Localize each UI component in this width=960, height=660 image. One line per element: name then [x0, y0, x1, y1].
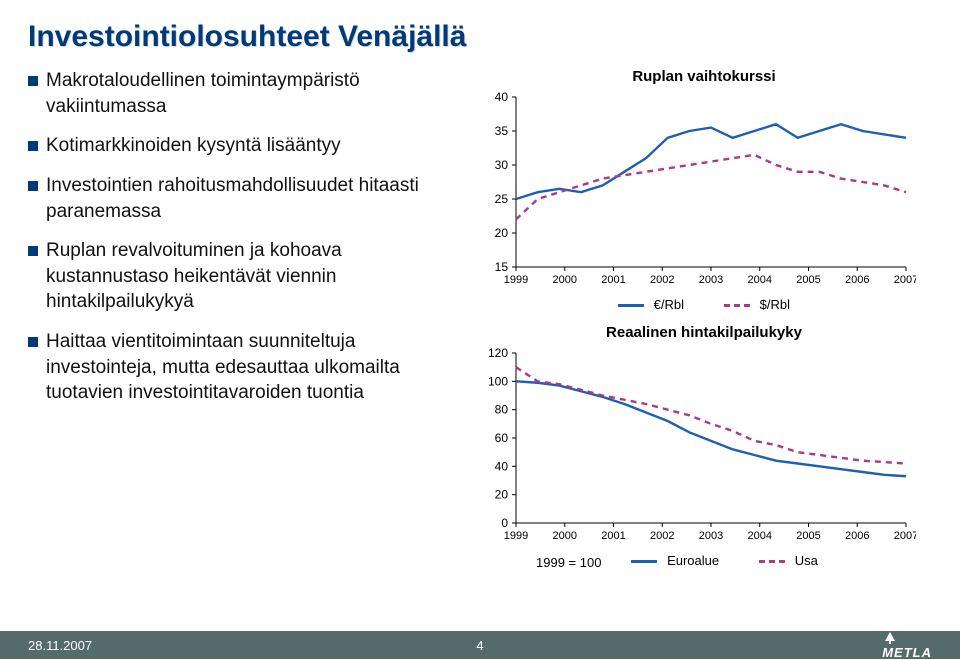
svg-text:2003: 2003	[699, 530, 723, 542]
legend-label-eur: €/Rbl	[654, 297, 684, 312]
chart2-footnote: 1999 = 100	[536, 555, 601, 570]
chart2-wrap: Reaalinen hintakilpailukyky 0 20 40 60 80 100…	[476, 324, 932, 545]
legend-item-euroalue: Euroalue	[631, 553, 719, 568]
svg-text:2005: 2005	[796, 274, 820, 286]
svg-text:25: 25	[495, 192, 509, 206]
svg-text:2000: 2000	[553, 274, 577, 286]
chart1: 15 20 25 30 35 40 1999 2000 2001 2002 2003 2004 2005…	[476, 89, 916, 289]
legend-swatch-usd	[724, 304, 750, 307]
svg-text:20: 20	[495, 488, 509, 502]
page-title: Investointiolosuhteet Venäjällä	[28, 20, 932, 54]
footer-logo-text: METLA	[882, 645, 932, 660]
legend-item-usd: $/Rbl	[724, 297, 790, 312]
chart1-wrap: Ruplan vaihtokurssi 15 20 25 30 35 40 1999 2000…	[476, 68, 932, 289]
svg-text:80: 80	[495, 403, 509, 417]
bullet-item: Makrotaloudellinen toimintaympäristö vak…	[28, 68, 458, 119]
svg-text:2007: 2007	[894, 274, 916, 286]
svg-text:2002: 2002	[650, 274, 674, 286]
legend-label-usd: $/Rbl	[760, 297, 790, 312]
svg-text:2004: 2004	[748, 530, 772, 542]
svg-text:35: 35	[495, 124, 509, 138]
svg-text:30: 30	[495, 158, 509, 172]
svg-text:2004: 2004	[748, 274, 772, 286]
svg-text:2001: 2001	[601, 274, 625, 286]
footer-page-number: 4	[476, 638, 483, 653]
legend-swatch-eur	[618, 304, 644, 307]
chart-column: Ruplan vaihtokurssi 15202530354019992000…	[476, 68, 932, 570]
svg-text:2007: 2007	[894, 530, 916, 542]
svg-text:2002: 2002	[650, 530, 674, 542]
legend-item-usa: Usa	[759, 553, 818, 568]
chart1-title: Ruplan vaihtokurssi	[476, 68, 932, 85]
chart2-foot-row: 1999 = 100 Euroalue Usa	[476, 551, 932, 570]
svg-text:15: 15	[495, 260, 509, 274]
tree-icon	[882, 631, 898, 645]
bullet-list: Makrotaloudellinen toimintaympäristö vak…	[28, 68, 458, 406]
svg-text:2000: 2000	[553, 530, 577, 542]
svg-text:2006: 2006	[845, 530, 869, 542]
legend-label-usa: Usa	[795, 553, 818, 568]
slide: Investointiolosuhteet Venäjällä Makrotal…	[0, 0, 960, 659]
footer-date: 28.11.2007	[28, 638, 92, 653]
chart2: 0 20 40 60 80 100 120 1999 2000 2001 2002 2003 2004 2…	[476, 345, 916, 545]
svg-text:2005: 2005	[796, 530, 820, 542]
chart1-legend: €/Rbl $/Rbl	[476, 297, 932, 312]
bullet-item: Kotimarkkinoiden kysyntä lisääntyy	[28, 133, 458, 159]
svg-text:40: 40	[495, 459, 509, 473]
bullet-item: Ruplan revalvoituminen ja kohoava kustan…	[28, 238, 458, 315]
svg-text:40: 40	[495, 90, 509, 104]
legend-swatch-usa	[759, 560, 785, 563]
footer-logo: METLA	[882, 631, 932, 660]
content-row: Makrotaloudellinen toimintaympäristö vak…	[28, 68, 932, 570]
svg-text:2006: 2006	[845, 274, 869, 286]
svg-text:20: 20	[495, 226, 509, 240]
svg-text:120: 120	[488, 346, 508, 360]
svg-text:1999: 1999	[504, 530, 528, 542]
bullet-item: Haittaa vientitoimintaan suunniteltuja i…	[28, 329, 458, 406]
chart2-title: Reaalinen hintakilpailukyky	[476, 324, 932, 341]
footer: 28.11.2007 4 METLA	[0, 631, 960, 659]
legend-swatch-euroalue	[631, 560, 657, 563]
svg-text:60: 60	[495, 431, 509, 445]
svg-text:0: 0	[501, 516, 508, 530]
chart2-legend: Euroalue Usa	[631, 553, 817, 568]
svg-text:2001: 2001	[601, 530, 625, 542]
bullet-column: Makrotaloudellinen toimintaympäristö vak…	[28, 68, 458, 570]
svg-text:1999: 1999	[504, 274, 528, 286]
svg-text:100: 100	[488, 374, 508, 388]
legend-label-euroalue: Euroalue	[667, 553, 719, 568]
bullet-item: Investointien rahoitusmahdollisuudet hit…	[28, 173, 458, 224]
legend-item-eur: €/Rbl	[618, 297, 684, 312]
svg-text:2003: 2003	[699, 274, 723, 286]
